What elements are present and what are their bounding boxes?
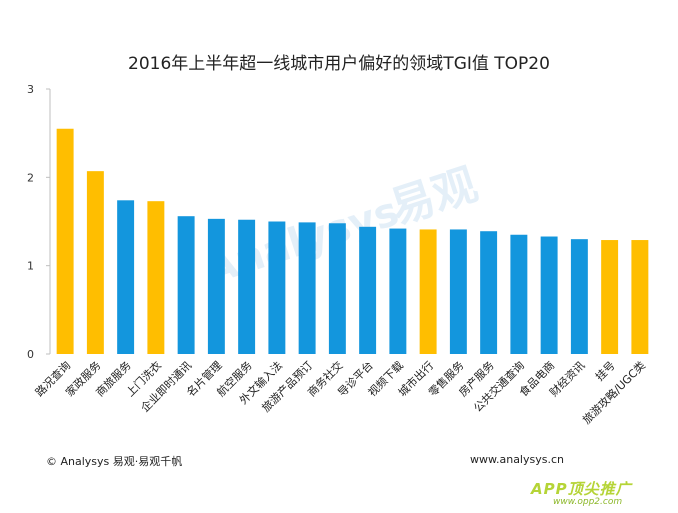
bar <box>389 228 407 354</box>
bar <box>510 234 528 354</box>
bar <box>177 216 195 354</box>
promo-badge: APP顶尖推广 www.opp2.com <box>531 478 673 510</box>
bar <box>207 218 225 354</box>
bar <box>117 200 135 354</box>
watermark-cn: 易观 <box>384 159 483 235</box>
y-tick-label: 2 <box>27 171 34 184</box>
y-axis: 0 1 2 3 <box>27 83 51 361</box>
x-tick-labels: 路况查询家政服务商旅服务上门洗衣企业即时通讯名片管理航空服务外文输入法旅游产品预… <box>32 358 648 427</box>
bar <box>359 226 377 354</box>
bar <box>268 221 286 354</box>
bar <box>419 229 437 354</box>
bar <box>238 219 256 354</box>
promo-badge-title: APP顶尖推广 <box>531 480 632 498</box>
bar <box>480 231 498 354</box>
bar <box>449 229 467 354</box>
promo-badge-url: www.opp2.com <box>553 497 623 507</box>
bar <box>570 239 588 354</box>
y-tick-label: 1 <box>27 260 34 273</box>
bars <box>56 128 649 354</box>
bar <box>328 223 346 354</box>
bar <box>147 201 165 354</box>
bar <box>86 171 104 354</box>
bar <box>540 236 558 354</box>
chart-title: 2016年上半年超一线城市用户偏好的领域TGI值 TOP20 <box>128 54 550 74</box>
bar <box>631 240 649 354</box>
website-url: www.analysys.cn <box>470 453 564 466</box>
bar <box>56 128 74 354</box>
copyright-text: © Analysys 易观·易观千帆 <box>46 455 183 468</box>
y-tick-label: 0 <box>27 348 34 361</box>
bar <box>601 240 619 354</box>
y-tick-label: 3 <box>27 83 34 96</box>
x-tick-label: 挂号 <box>592 358 617 383</box>
bar <box>298 222 316 354</box>
